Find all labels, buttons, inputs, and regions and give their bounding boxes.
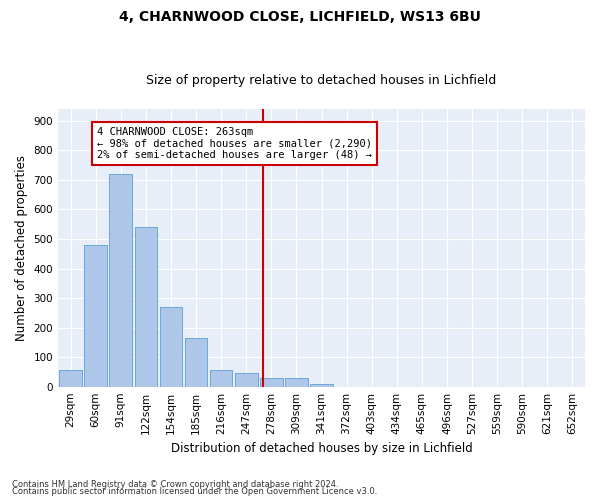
Bar	[109, 174, 132, 386]
Bar	[210, 370, 232, 386]
Text: 4 CHARNWOOD CLOSE: 263sqm
← 98% of detached houses are smaller (2,290)
2% of sem: 4 CHARNWOOD CLOSE: 263sqm ← 98% of detac…	[97, 126, 372, 160]
Bar	[285, 378, 308, 386]
Bar	[59, 370, 82, 386]
Bar	[260, 378, 283, 386]
Text: 4, CHARNWOOD CLOSE, LICHFIELD, WS13 6BU: 4, CHARNWOOD CLOSE, LICHFIELD, WS13 6BU	[119, 10, 481, 24]
Bar	[85, 245, 107, 386]
Text: Contains public sector information licensed under the Open Government Licence v3: Contains public sector information licen…	[12, 487, 377, 496]
Bar	[160, 307, 182, 386]
Bar	[235, 374, 257, 386]
Bar	[310, 384, 333, 386]
Text: Contains HM Land Registry data © Crown copyright and database right 2024.: Contains HM Land Registry data © Crown c…	[12, 480, 338, 489]
Y-axis label: Number of detached properties: Number of detached properties	[15, 155, 28, 341]
Bar	[134, 227, 157, 386]
X-axis label: Distribution of detached houses by size in Lichfield: Distribution of detached houses by size …	[170, 442, 472, 455]
Title: Size of property relative to detached houses in Lichfield: Size of property relative to detached ho…	[146, 74, 497, 87]
Bar	[185, 338, 208, 386]
